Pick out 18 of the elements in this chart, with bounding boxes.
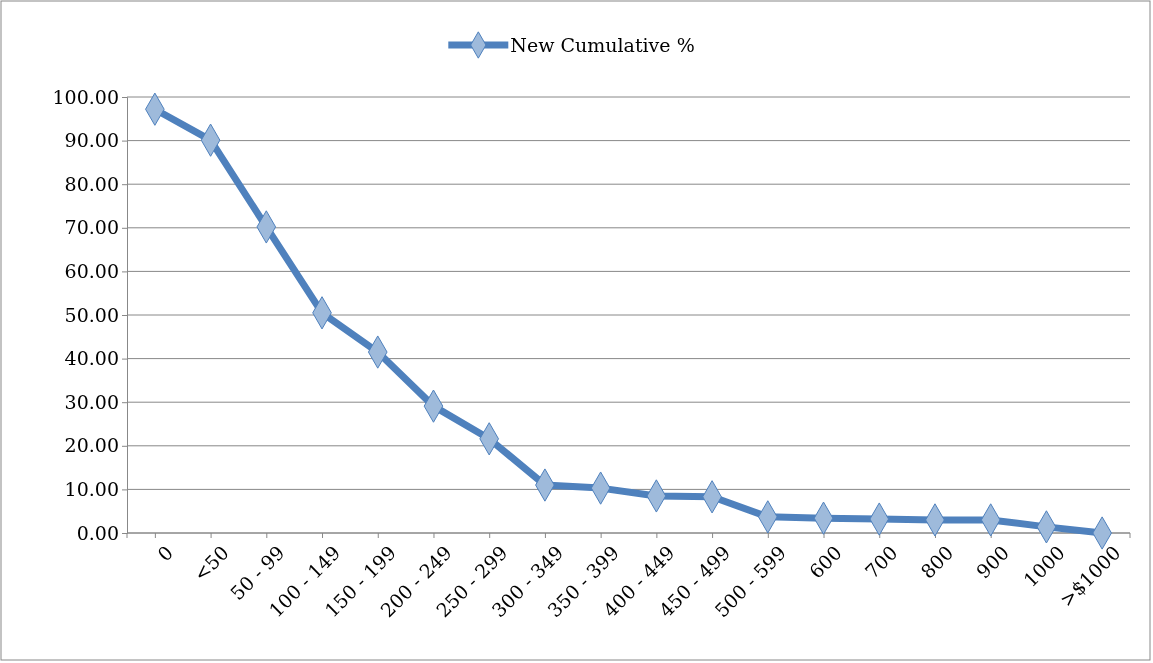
y-tick-label: 80.00 [64,172,119,195]
y-tick-label: 50.00 [64,303,119,326]
legend-label: New Cumulative % [510,34,695,56]
y-tick-label: 40.00 [64,347,119,370]
x-tick-label: <50 [189,541,233,586]
y-tick-label: 90.00 [64,129,119,152]
x-tick-label: 800 [916,541,958,583]
x-tick-label: 0 [153,541,178,566]
x-tick-label: 700 [860,541,902,583]
y-tick-label: 0.00 [76,521,119,544]
y-tick-label: 70.00 [64,216,119,239]
y-tick-label: 10.00 [64,477,119,500]
y-tick-label: 20.00 [64,434,119,457]
x-tick-label: 900 [971,541,1014,583]
y-tick-label: 100.00 [52,85,119,108]
x-tick-label: 600 [804,541,846,583]
y-tick-label: 30.00 [64,390,119,413]
y-tick-label: 60.00 [64,259,119,282]
